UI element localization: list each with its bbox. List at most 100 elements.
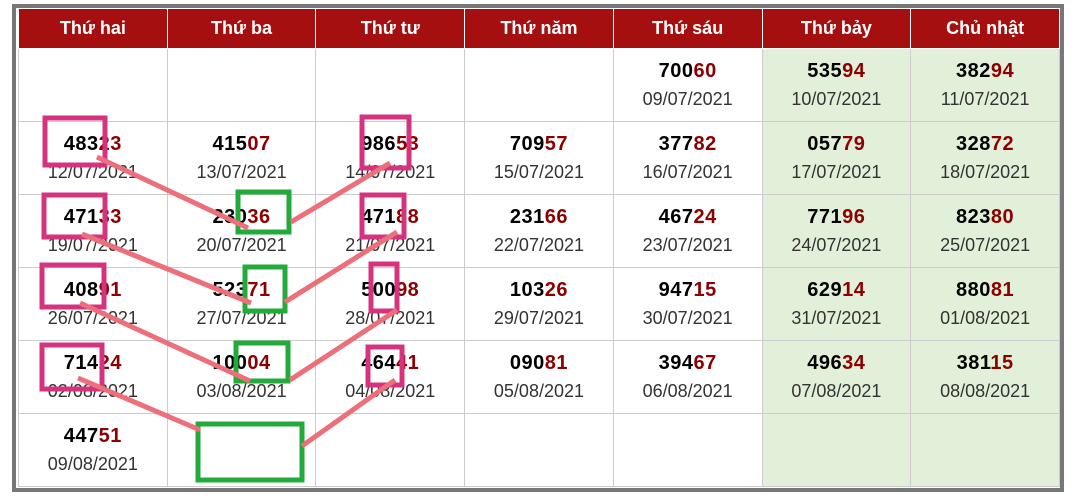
result-number: 05779 xyxy=(763,133,911,156)
result-date: 13/07/2021 xyxy=(196,162,287,182)
day-cell: 88081 01/08/2021 xyxy=(910,267,1060,341)
day-cell: 38294 11/07/2021 xyxy=(910,48,1060,122)
result-head: 709 xyxy=(509,133,545,155)
pink-box xyxy=(41,192,108,240)
result-date: 20/07/2021 xyxy=(196,235,287,255)
result-number: 49634 xyxy=(763,352,911,375)
result-head: 447 xyxy=(63,425,99,447)
table-row: 48323 12/07/2021 41507 13/07/2021 98653 14/07… xyxy=(18,121,1060,195)
result-date: 31/07/2021 xyxy=(791,308,882,328)
result-number: 38115 xyxy=(911,352,1059,375)
day-cell: 23166 22/07/2021 xyxy=(464,194,614,268)
day-cell xyxy=(464,48,614,122)
result-tail: 98 xyxy=(396,279,420,301)
result-head: 377 xyxy=(658,133,694,155)
result-number: 70060 xyxy=(614,60,762,83)
green-box xyxy=(195,421,305,483)
day-cell: 39467 06/08/2021 xyxy=(612,340,763,414)
result-date: 11/07/2021 xyxy=(940,89,1030,109)
result-number: 94715 xyxy=(614,279,762,302)
pink-box xyxy=(359,192,407,240)
connector-line xyxy=(289,160,392,225)
result-head: 090 xyxy=(509,352,545,374)
result-number: 62914 xyxy=(763,279,911,302)
result-date: 17/07/2021 xyxy=(791,162,882,182)
table-frame xyxy=(12,4,1064,492)
day-cell: 32872 18/07/2021 xyxy=(910,121,1060,195)
result-head: 700 xyxy=(658,60,694,82)
result-date: 28/07/2021 xyxy=(345,308,436,328)
day-cell: 05779 17/07/2021 xyxy=(761,121,912,195)
connector-line xyxy=(78,300,252,384)
result-date: 09/07/2021 xyxy=(642,89,733,109)
day-cell: 46724 23/07/2021 xyxy=(612,194,763,268)
result-head: 471 xyxy=(63,206,99,228)
result-head: 535 xyxy=(807,60,843,82)
result-tail: 51 xyxy=(98,425,122,447)
pink-box xyxy=(359,114,412,171)
result-tail: 26 xyxy=(544,279,569,301)
result-date: 07/08/2021 xyxy=(791,381,882,401)
result-tail: 34 xyxy=(842,352,866,374)
result-number: 38294 xyxy=(911,60,1059,83)
pink-box xyxy=(365,344,405,388)
result-head: 823 xyxy=(956,206,991,228)
result-date: 08/08/2021 xyxy=(940,381,1031,401)
result-tail: 57 xyxy=(544,133,569,155)
header-3: Thứ năm xyxy=(464,8,614,49)
result-tail: 66 xyxy=(544,206,569,228)
result-date: 26/07/2021 xyxy=(47,308,138,328)
result-number: 37782 xyxy=(614,133,762,156)
result-date: 16/07/2021 xyxy=(642,162,733,182)
connector-line xyxy=(283,229,399,305)
result-date: 15/07/2021 xyxy=(493,162,584,182)
result-head: 415 xyxy=(212,133,248,155)
result-date: 18/07/2021 xyxy=(940,162,1031,182)
day-cell xyxy=(166,48,317,122)
result-head: 714 xyxy=(63,352,99,374)
result-tail: 15 xyxy=(990,352,1014,374)
result-tail: 15 xyxy=(693,279,717,301)
result-tail: 79 xyxy=(842,133,866,155)
result-head: 381 xyxy=(956,352,991,374)
result-head: 483 xyxy=(63,133,99,155)
day-cell xyxy=(315,413,466,487)
connector-line xyxy=(81,231,252,306)
result-tail: 14 xyxy=(842,279,866,301)
table-row: 70060 09/07/2021 53594 10/07/2021 38294 11/07… xyxy=(18,48,1060,122)
result-number: 82380 xyxy=(911,206,1059,229)
result-head: 880 xyxy=(956,279,991,301)
day-cell: 62914 31/07/2021 xyxy=(761,267,912,341)
result-head: 394 xyxy=(658,352,694,374)
connector-line xyxy=(95,154,250,231)
day-cell: 09081 05/08/2021 xyxy=(464,340,614,414)
day-cell: 10326 29/07/2021 xyxy=(464,267,614,341)
result-tail: 81 xyxy=(544,352,569,374)
result-head: 382 xyxy=(956,60,991,82)
header-4: Thứ sáu xyxy=(612,8,763,49)
pink-box xyxy=(42,115,108,168)
result-tail: 60 xyxy=(693,60,717,82)
result-date: 23/07/2021 xyxy=(642,235,733,255)
header-5: Thứ bảy xyxy=(761,8,912,49)
result-date: 01/08/2021 xyxy=(940,308,1031,328)
result-tail: 94 xyxy=(990,60,1015,82)
result-tail: 04 xyxy=(247,352,271,374)
result-date: 29/07/2021 xyxy=(493,308,584,328)
pink-box xyxy=(39,342,105,392)
result-head: 103 xyxy=(509,279,545,301)
result-date: 06/08/2021 xyxy=(642,381,733,401)
result-number: 10326 xyxy=(465,279,613,302)
result-tail: 36 xyxy=(247,206,271,228)
day-cell xyxy=(761,413,912,487)
day-cell xyxy=(612,413,763,487)
result-head: 496 xyxy=(807,352,843,374)
day-cell: 41507 13/07/2021 xyxy=(166,121,317,195)
result-number: 39467 xyxy=(614,352,762,375)
result-tail: 71 xyxy=(247,279,271,301)
green-box xyxy=(242,264,288,314)
day-cell: 82380 25/07/2021 xyxy=(910,194,1060,268)
result-number: 09081 xyxy=(465,352,613,375)
result-head: 231 xyxy=(509,206,545,228)
result-number: 44751 xyxy=(19,425,167,448)
